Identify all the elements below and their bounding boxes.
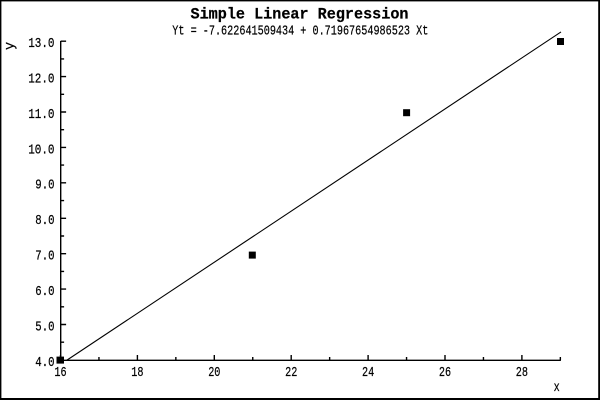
svg-text:9.0: 9.0 [35,179,54,194]
svg-text:4.0: 4.0 [35,356,54,371]
svg-text:7.0: 7.0 [35,250,54,265]
svg-text:24: 24 [362,366,374,381]
svg-text:11.0: 11.0 [28,108,54,123]
svg-text:22: 22 [285,366,297,381]
svg-text:26: 26 [439,366,451,381]
svg-text:12.0: 12.0 [28,73,54,88]
svg-text:10.0: 10.0 [28,143,54,158]
svg-text:16: 16 [54,366,66,381]
svg-text:13.0: 13.0 [28,37,54,52]
svg-text:8.0: 8.0 [35,214,54,229]
svg-text:y: y [3,42,18,50]
svg-text:6.0: 6.0 [35,285,54,300]
svg-text:18: 18 [131,366,143,381]
svg-text:20: 20 [208,366,220,381]
svg-text:x: x [554,381,560,396]
svg-text:Simple Linear Regression: Simple Linear Regression [191,6,409,24]
svg-text:28: 28 [516,366,528,381]
svg-text:5.0: 5.0 [35,320,54,335]
svg-text:Yt = -7.622641509434 + 0.71967: Yt = -7.622641509434 + 0.71967654986523 … [172,24,428,40]
